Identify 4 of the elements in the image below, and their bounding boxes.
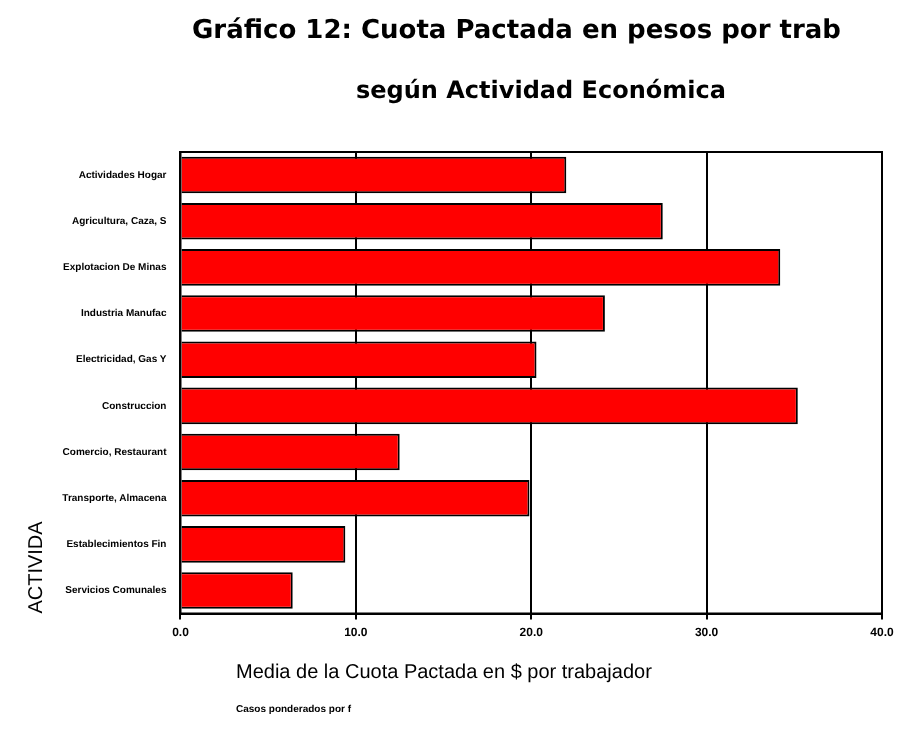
y-axis-title: ACTIVIDA <box>25 520 48 614</box>
chart-subtitle: según Actividad Económica <box>356 76 726 104</box>
x-axis-title: Media de la Cuota Pactada en $ por trabajador <box>236 662 652 684</box>
chart-title: Gráfico 12: Cuota Pactada en pesos por trab <box>192 16 841 46</box>
